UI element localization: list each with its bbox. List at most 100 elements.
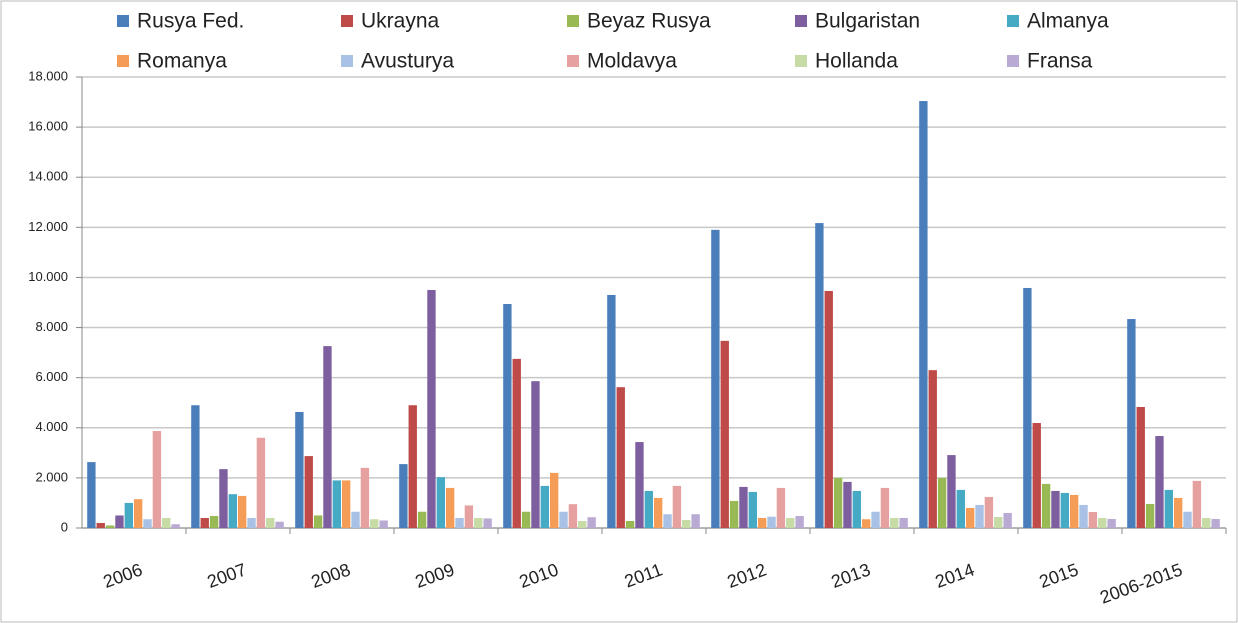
- bar: [1136, 406, 1145, 528]
- bar: [607, 294, 616, 528]
- bar: [776, 487, 786, 528]
- bar: [815, 223, 824, 528]
- bar: [1127, 319, 1136, 528]
- bar: [1145, 503, 1155, 528]
- bar: [1098, 517, 1107, 528]
- legend-label: Fransa: [1027, 50, 1093, 73]
- bar: [342, 480, 351, 528]
- legend-swatch: [341, 55, 353, 67]
- bar: [87, 462, 96, 528]
- bar: [1211, 518, 1220, 528]
- bar: [247, 517, 256, 528]
- y-tick-label: 12.000: [28, 219, 68, 234]
- legend-swatch: [567, 15, 579, 27]
- bar: [616, 387, 625, 528]
- bar: [209, 515, 219, 528]
- bar: [843, 481, 852, 528]
- y-tick-label: 6.000: [35, 369, 68, 384]
- bar: [682, 519, 691, 528]
- bar: [739, 486, 748, 528]
- bar: [464, 505, 474, 528]
- bar: [512, 358, 521, 528]
- bar: [1079, 504, 1088, 528]
- bar: [795, 515, 804, 528]
- bar: [691, 514, 700, 528]
- bar: [568, 504, 578, 528]
- bar: [1051, 490, 1060, 528]
- bar: [275, 521, 284, 528]
- legend-swatch: [117, 55, 129, 67]
- legend-label: Bulgaristan: [815, 10, 920, 33]
- bar: [578, 520, 587, 528]
- bar: [124, 502, 133, 528]
- bar: [635, 442, 644, 528]
- bar: [427, 289, 436, 528]
- bar: [852, 490, 861, 528]
- bar: [672, 485, 682, 528]
- y-tick-label: 16.000: [28, 119, 68, 134]
- bar: [748, 491, 757, 528]
- bar: [956, 489, 965, 528]
- legend-label: Moldavya: [587, 50, 677, 73]
- legend-swatch: [567, 55, 579, 67]
- y-tick-label: 4.000: [35, 419, 68, 434]
- bar: [1060, 492, 1069, 528]
- bar: [824, 290, 833, 528]
- bar: [417, 511, 427, 528]
- bar: [455, 517, 464, 528]
- bar: [105, 525, 115, 528]
- bar: [1003, 512, 1012, 528]
- bar: [919, 101, 928, 528]
- bar: [399, 464, 408, 528]
- bar: [446, 487, 455, 528]
- legend-swatch: [795, 55, 807, 67]
- bar: [711, 229, 720, 529]
- bar: [1202, 517, 1211, 528]
- bar: [540, 485, 549, 528]
- bar: [304, 456, 313, 528]
- legend-swatch: [117, 15, 129, 27]
- bar: [351, 511, 360, 528]
- bar: [1107, 518, 1116, 528]
- legend-label: Avusturya: [361, 50, 454, 73]
- bar: [1192, 480, 1202, 528]
- bar: [1183, 511, 1192, 528]
- legend-label: Almanya: [1027, 10, 1109, 33]
- bar: [295, 411, 304, 528]
- bar: [663, 514, 672, 528]
- legend-label: Hollanda: [815, 50, 898, 73]
- bar: [880, 487, 890, 528]
- bar: [332, 480, 341, 528]
- bar: [833, 477, 843, 528]
- bar: [928, 370, 937, 528]
- bar: [1164, 489, 1173, 528]
- bar: [767, 516, 776, 528]
- legend-swatch: [341, 15, 353, 27]
- bar: [200, 517, 209, 528]
- bar: [503, 304, 512, 528]
- bar: [191, 405, 200, 528]
- bar: [266, 517, 275, 528]
- legend-swatch: [1007, 55, 1019, 67]
- bar: [436, 477, 445, 528]
- y-tick-label: 14.000: [28, 169, 68, 184]
- bar: [644, 490, 653, 528]
- bar: [786, 517, 795, 528]
- bar: [360, 467, 370, 528]
- y-tick-label: 18.000: [28, 68, 68, 83]
- legend-label: Beyaz Rusya: [587, 10, 711, 33]
- bar: [323, 346, 332, 528]
- legend-label: Ukrayna: [361, 10, 440, 33]
- bar: [625, 520, 635, 528]
- bar: [1070, 494, 1079, 528]
- bar: [228, 494, 237, 528]
- bar: [238, 495, 247, 528]
- legend-label: Romanya: [137, 50, 227, 73]
- bar: [370, 519, 379, 528]
- y-tick-label: 2.000: [35, 469, 68, 484]
- legend-swatch: [1007, 15, 1019, 27]
- y-tick-label: 0: [61, 519, 68, 534]
- bar: [994, 516, 1003, 528]
- bar: [890, 517, 899, 528]
